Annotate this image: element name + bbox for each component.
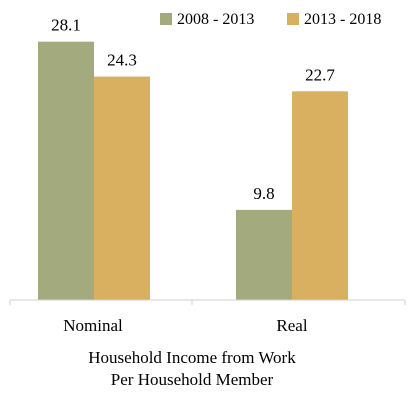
category-label-nominal: Nominal — [63, 316, 123, 335]
legend-label-series-2: 2013 - 2018 — [304, 11, 381, 28]
legend-label-series-1: 2008 - 2013 — [177, 11, 254, 28]
value-label-nominal-series-1: 28.1 — [51, 16, 81, 35]
value-labels-group: 28.1 24.3 9.8 22.7 — [51, 16, 335, 203]
value-label-real-series-1: 9.8 — [253, 184, 274, 203]
x-axis-title-line-1: Household Income from Work — [88, 348, 296, 367]
bar-nominal-series-2 — [94, 76, 150, 300]
bar-real-series-2 — [292, 91, 348, 300]
legend-swatch-series-2 — [287, 13, 299, 25]
bar-nominal-series-1 — [38, 41, 94, 301]
legend-swatch-series-1 — [160, 13, 172, 25]
legend: 2008 - 2013 2013 - 2018 — [160, 11, 381, 28]
value-label-nominal-series-2: 24.3 — [107, 51, 137, 70]
bar-real-series-1 — [236, 209, 292, 300]
category-label-real: Real — [276, 316, 307, 335]
value-label-real-series-2: 22.7 — [305, 65, 335, 84]
bars-group — [38, 41, 348, 301]
x-axis-title-line-2: Per Household Member — [111, 370, 274, 389]
